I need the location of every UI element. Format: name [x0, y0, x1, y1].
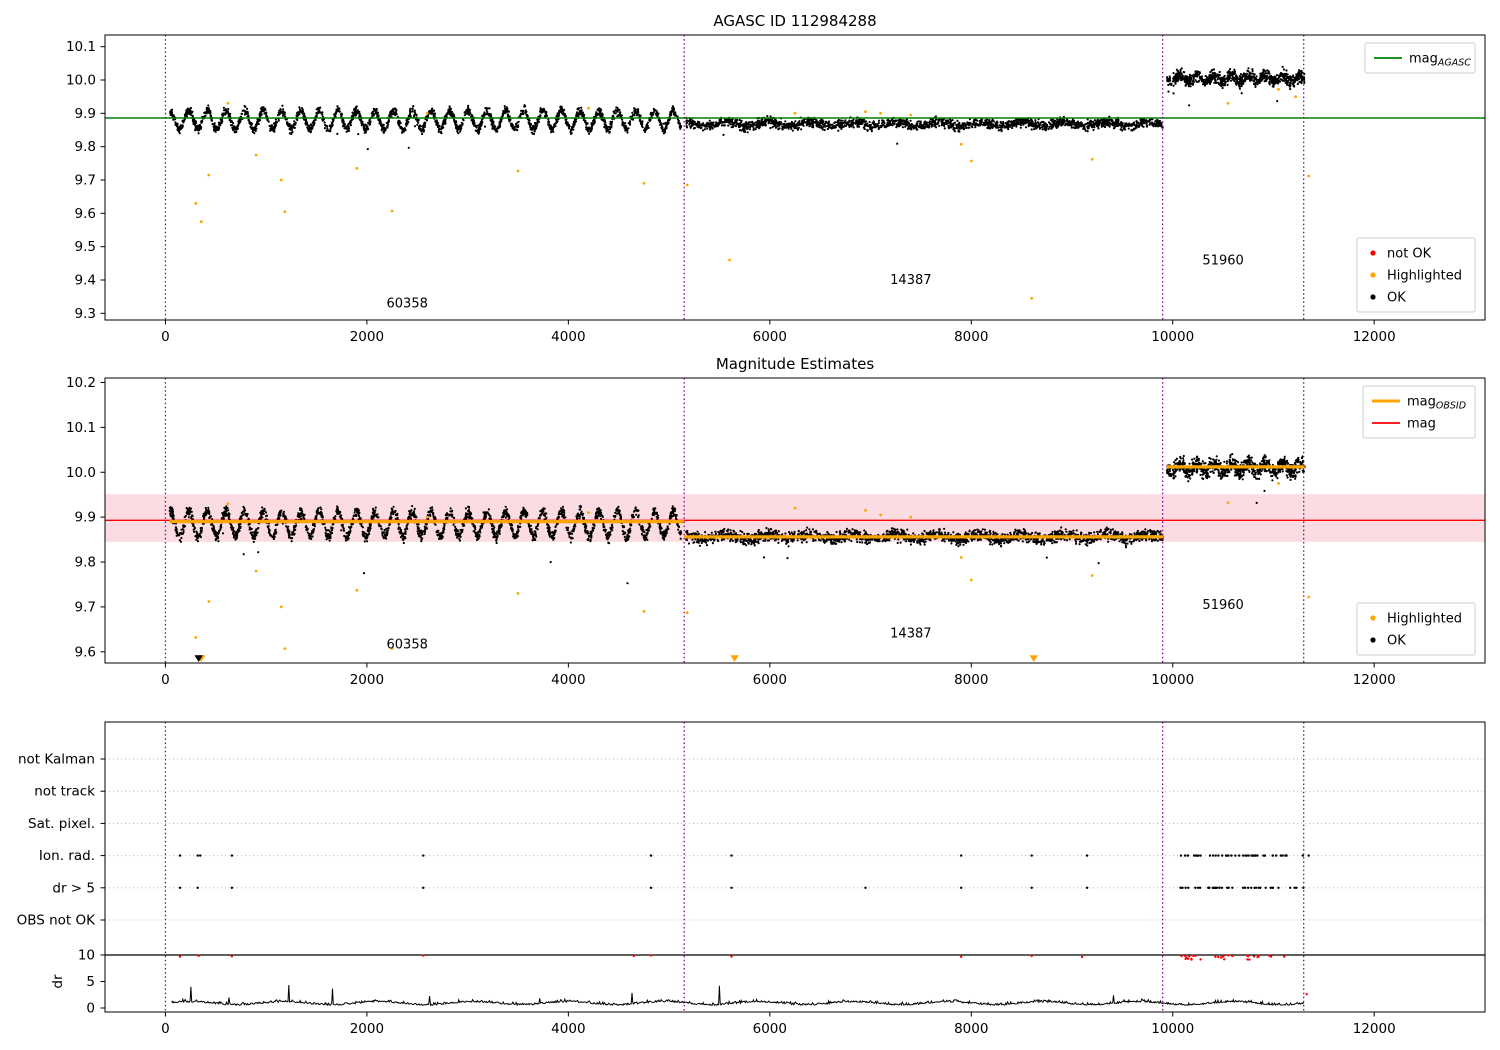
legend-label: Highlighted: [1387, 612, 1462, 627]
ok-points: [685, 115, 1164, 145]
x-tick-label: 0: [161, 672, 170, 688]
axes-frame: [104, 34, 1486, 321]
x-tick-label: 8000: [954, 329, 988, 345]
axes-frame: [104, 377, 1486, 664]
obsid-label: 60358: [387, 638, 428, 653]
legend-dot-sample: [1370, 637, 1376, 643]
legend-label: OK: [1387, 291, 1406, 306]
y-tick-label: 9.3: [75, 306, 96, 322]
x-tick-label: 2000: [350, 329, 384, 345]
flags-dr-plot: not Kalman not track Sat. pixel. Ion. rad. d…: [17, 721, 1486, 1037]
obsid-label: 51960: [1202, 253, 1243, 268]
y-tick-label: 9.7: [75, 173, 96, 189]
x-tick-label: 8000: [954, 1021, 988, 1037]
x-tick-label: 12000: [1353, 1021, 1396, 1037]
magnitude-estimates-plot: 60358 14387 51960 0 2000 4000 6000 8000 10000 120…: [66, 375, 1486, 688]
x-tick-label: 4000: [551, 1021, 585, 1037]
legend-lines: magOBSID mag: [1362, 385, 1476, 439]
agasc-mag-plot: 60358 14387 51960 0 2000 4000 6000 8000 10000 120…: [66, 34, 1486, 345]
legend-label: Highlighted: [1387, 269, 1462, 284]
legend-label: magAGASC: [1409, 52, 1471, 69]
y-tick-label: 9.6: [75, 644, 96, 660]
dr-axis-label: dr: [50, 974, 66, 989]
x-tick-label: 0: [161, 329, 170, 345]
clipped-point-marker: [194, 655, 203, 662]
y-tick-label: 9.4: [75, 273, 96, 289]
x-tick-label: 10000: [1151, 672, 1194, 688]
legend-label: magOBSID: [1407, 395, 1466, 412]
y-tick-label: 9.8: [75, 555, 96, 571]
x-tick-label: 4000: [551, 329, 585, 345]
y-tick-label: 9.7: [75, 599, 96, 615]
plot-title-agasc: AGASC ID 112984288: [713, 12, 877, 30]
legend-label: not OK: [1387, 247, 1432, 262]
y-tick-label: 9.6: [75, 206, 96, 222]
x-tick-label: 12000: [1353, 329, 1396, 345]
x-tick-label: 2000: [350, 1021, 384, 1037]
axes-frame: [104, 721, 1486, 1013]
legend-lines: magAGASC: [1364, 42, 1476, 74]
y-tick-label: 9.8: [75, 139, 96, 155]
dr-tick-label: 5: [86, 974, 95, 990]
y-tick-label: 10.0: [66, 73, 96, 89]
obsid-label: 14387: [890, 626, 931, 641]
x-tick-label: 6000: [753, 672, 787, 688]
ok-points: [168, 504, 683, 585]
y-tick-label: 9.9: [75, 106, 96, 122]
legend-dot-sample: [1370, 272, 1376, 278]
ok-points: [169, 104, 683, 151]
y-tick-label: 10.1: [66, 39, 96, 55]
legend-label: mag: [1407, 417, 1436, 432]
dr-tick-label: 10: [78, 948, 95, 964]
x-tick-label: 12000: [1353, 672, 1396, 688]
flag-row-label: dr > 5: [52, 880, 95, 896]
legend-points: not OK Highlighted OK: [1356, 237, 1476, 313]
highlighted-points: [194, 482, 1311, 650]
y-tick-label: 10.0: [66, 465, 96, 481]
clipped-point-marker: [1029, 655, 1038, 662]
legend-frame: [1364, 42, 1476, 74]
y-tick-label: 10.1: [66, 420, 96, 436]
flag-row-label: Ion. rad.: [39, 848, 95, 864]
legend-label: OK: [1387, 634, 1406, 649]
y-tick-label: 10.2: [66, 375, 96, 391]
x-tick-label: 0: [161, 1021, 170, 1037]
flag-row-label: OBS not OK: [17, 913, 97, 929]
dr-tick-label: 0: [86, 1001, 95, 1017]
y-tick-label: 9.5: [75, 239, 96, 255]
x-tick-label: 6000: [753, 329, 787, 345]
obsid-label: 51960: [1202, 598, 1243, 613]
ok-points: [1165, 65, 1306, 107]
obsid-label: 60358: [387, 297, 428, 312]
legend-dot-sample: [1370, 615, 1376, 621]
legend-frame: [1362, 385, 1476, 439]
legend-frame: [1356, 237, 1476, 313]
x-tick-label: 8000: [954, 672, 988, 688]
not-ok-dr-points: [178, 954, 1308, 996]
legend-dot-sample: [1370, 294, 1376, 300]
clipped-point-marker: [730, 655, 739, 662]
legend-points: Highlighted OK: [1356, 602, 1476, 656]
flag-row-label: not track: [34, 784, 95, 800]
obsid-label: 14387: [890, 273, 931, 288]
legend-frame: [1356, 602, 1476, 656]
dr-trace: [171, 984, 1305, 1007]
highlighted-points: [194, 87, 1311, 300]
x-tick-label: 2000: [350, 672, 384, 688]
flag-row-label: Sat. pixel.: [28, 816, 95, 832]
flag-row-label: not Kalman: [18, 752, 95, 768]
legend-dot-sample: [1370, 250, 1376, 256]
x-tick-label: 10000: [1151, 1021, 1194, 1037]
plot-title-magnitude: Magnitude Estimates: [715, 355, 875, 373]
x-tick-label: 10000: [1151, 329, 1194, 345]
x-tick-label: 6000: [753, 1021, 787, 1037]
x-tick-label: 4000: [551, 672, 585, 688]
y-tick-label: 9.9: [75, 510, 96, 526]
